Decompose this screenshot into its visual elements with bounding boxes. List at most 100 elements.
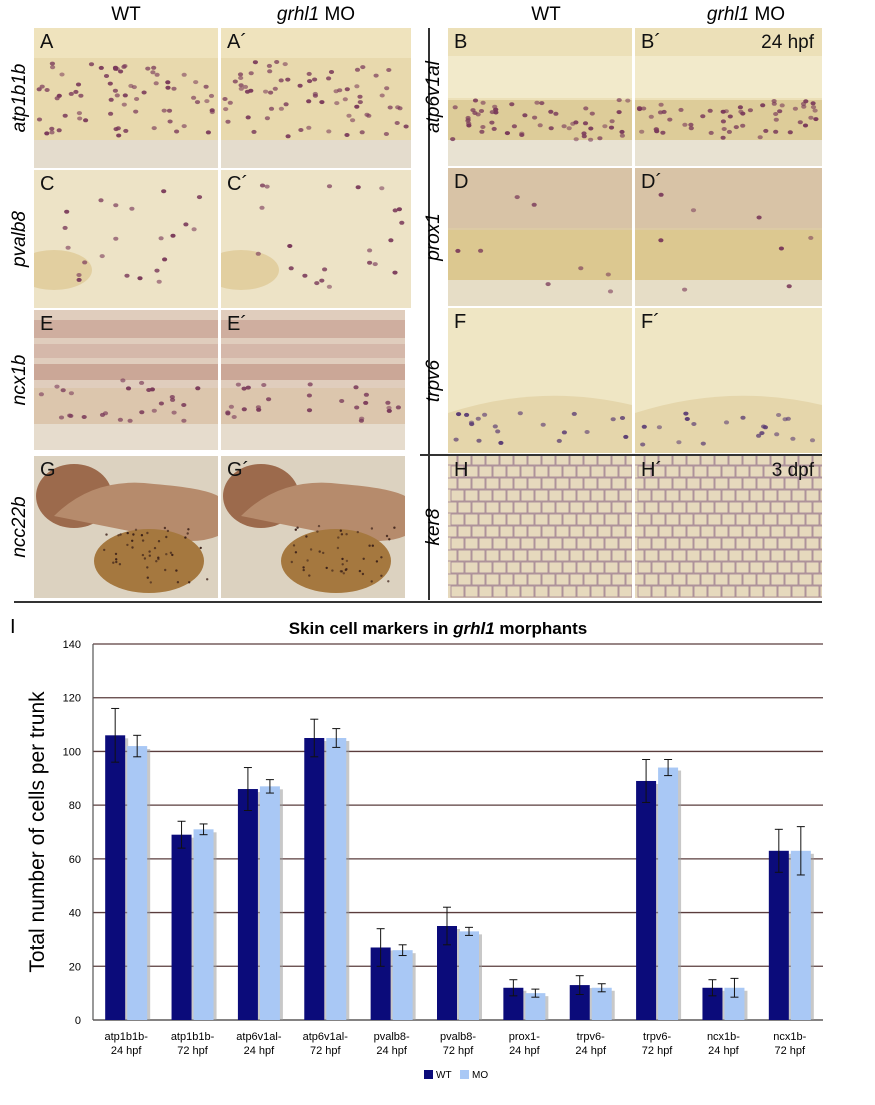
y-tick-label: 140 [63, 639, 81, 651]
gene-label: atp6v1al [423, 61, 444, 133]
x-tick-label: pvalb8- [374, 1031, 410, 1043]
panel-label: H´ [641, 459, 663, 481]
bar-wt [702, 987, 723, 1020]
micrograph-panel: E´ [221, 310, 405, 450]
y-tick-label: 80 [69, 800, 81, 812]
bar-mo [193, 829, 214, 1020]
header-wt-left: WT [111, 4, 141, 25]
bar-wt [304, 738, 325, 1020]
bar-mo [658, 767, 679, 1020]
micrograph-panel: F [448, 308, 632, 453]
micrograph-panel: E [34, 310, 218, 450]
x-tick-label: 24 hpf [376, 1045, 408, 1057]
panel-label: B´ [641, 31, 661, 53]
x-tick-label: 24 hpf [509, 1045, 541, 1057]
x-tick-label: atp1b1b- [171, 1031, 215, 1043]
bar-mo [790, 850, 811, 1020]
micrograph-panel: D´ [635, 168, 822, 306]
column-divider [428, 28, 430, 600]
x-tick-label: 24 hpf [575, 1045, 607, 1057]
micrograph-panel: C [34, 170, 218, 308]
micrograph-panel: G´ [221, 456, 405, 598]
micrograph-panel: B [448, 28, 632, 166]
panel-label: C´ [227, 173, 249, 195]
x-tick-label: 72 hpf [775, 1045, 807, 1057]
micrograph-image [221, 456, 405, 598]
y-tick-label: 0 [75, 1015, 81, 1027]
micrograph-panel: D [448, 168, 632, 306]
micrograph-image [34, 170, 218, 308]
micrograph-image [635, 456, 822, 598]
x-tick-label: trpv6- [577, 1031, 605, 1043]
x-tick-label: atp1b1b- [104, 1031, 148, 1043]
panel-label: A´ [227, 31, 247, 53]
x-tick-label: pvalb8- [440, 1031, 476, 1043]
stage-label: 3 dpf [771, 460, 814, 481]
micrograph-image [448, 456, 632, 598]
panel-label: E [40, 313, 54, 335]
bar-wt [437, 926, 457, 1020]
gene-label: ker8 [423, 508, 444, 546]
micrograph-image [34, 456, 218, 598]
micrograph-image [448, 28, 632, 166]
panel-label: A [40, 31, 54, 53]
x-tick-label: atp6v1al- [236, 1031, 282, 1043]
bar-mo [724, 987, 745, 1020]
gene-label: ncc22b [9, 496, 30, 558]
y-axis-label: Total number of cells per trunk [26, 691, 49, 973]
panel-label: G [40, 459, 56, 481]
x-tick-label: 24 hpf [111, 1045, 143, 1057]
gene-label: pvalb8 [9, 211, 30, 267]
y-tick-label: 120 [63, 693, 81, 705]
micrograph-image [635, 28, 822, 166]
chart-title: Skin cell markers in grhl1 morphants [289, 619, 588, 638]
bar-mo [259, 786, 280, 1020]
bar-mo [127, 746, 148, 1020]
micrograph-panel: H [448, 456, 632, 598]
stage-label: 24 hpf [761, 32, 814, 53]
legend-label-mo: MO [472, 1070, 488, 1081]
micrograph-image [221, 310, 405, 450]
y-tick-label: 40 [69, 908, 81, 920]
micrograph-panel: A [34, 28, 218, 168]
panel-label: D [454, 171, 469, 193]
x-tick-label: 72 hpf [642, 1045, 674, 1057]
bar-wt [768, 850, 789, 1020]
y-tick-label: 100 [63, 746, 81, 758]
header-mo-right: grhl1 MO [706, 4, 786, 25]
micrograph-image [448, 168, 632, 306]
panel-label: F´ [641, 311, 660, 333]
legend-label-wt: WT [436, 1070, 452, 1081]
legend-swatch-wt [424, 1070, 433, 1079]
header-wt-right: WT [531, 4, 561, 25]
chart-panel: I Skin cell markers in grhl1 morphants 0 2… [0, 604, 875, 1100]
panel-label-i: I [10, 616, 16, 638]
chart-divider [14, 601, 822, 603]
panel-label: E´ [227, 313, 247, 335]
x-tick-label: 72 hpf [310, 1045, 342, 1057]
bar-mo [326, 738, 347, 1020]
bar-wt [171, 834, 192, 1020]
panel-label: C [40, 173, 55, 195]
micrograph-panel: C´ [221, 170, 411, 308]
micrograph-panel: F´ [635, 308, 822, 453]
bar-mo [392, 950, 413, 1020]
micrograph-image [34, 28, 218, 168]
panel-label: D´ [641, 171, 663, 193]
bar-wt [569, 985, 590, 1020]
bar-mo [459, 931, 479, 1020]
stage-divider [420, 454, 822, 456]
legend-swatch-mo [460, 1070, 469, 1079]
x-tick-label: 24 hpf [244, 1045, 276, 1057]
micrograph-image [221, 28, 411, 168]
x-tick-label: 72 hpf [177, 1045, 209, 1057]
gene-label: prox1 [423, 213, 444, 261]
bar-chart: Skin cell markers in grhl1 morphants 0 20 4… [26, 619, 823, 1081]
x-tick-label: 24 hpf [708, 1045, 740, 1057]
bar-mo [525, 993, 546, 1020]
panel-label: F [454, 311, 467, 333]
panel-label: G´ [227, 459, 250, 481]
micrograph-panel: B´ 24 hpf [635, 28, 822, 166]
micrograph-image [448, 308, 632, 453]
x-tick-label: prox1- [509, 1031, 541, 1043]
